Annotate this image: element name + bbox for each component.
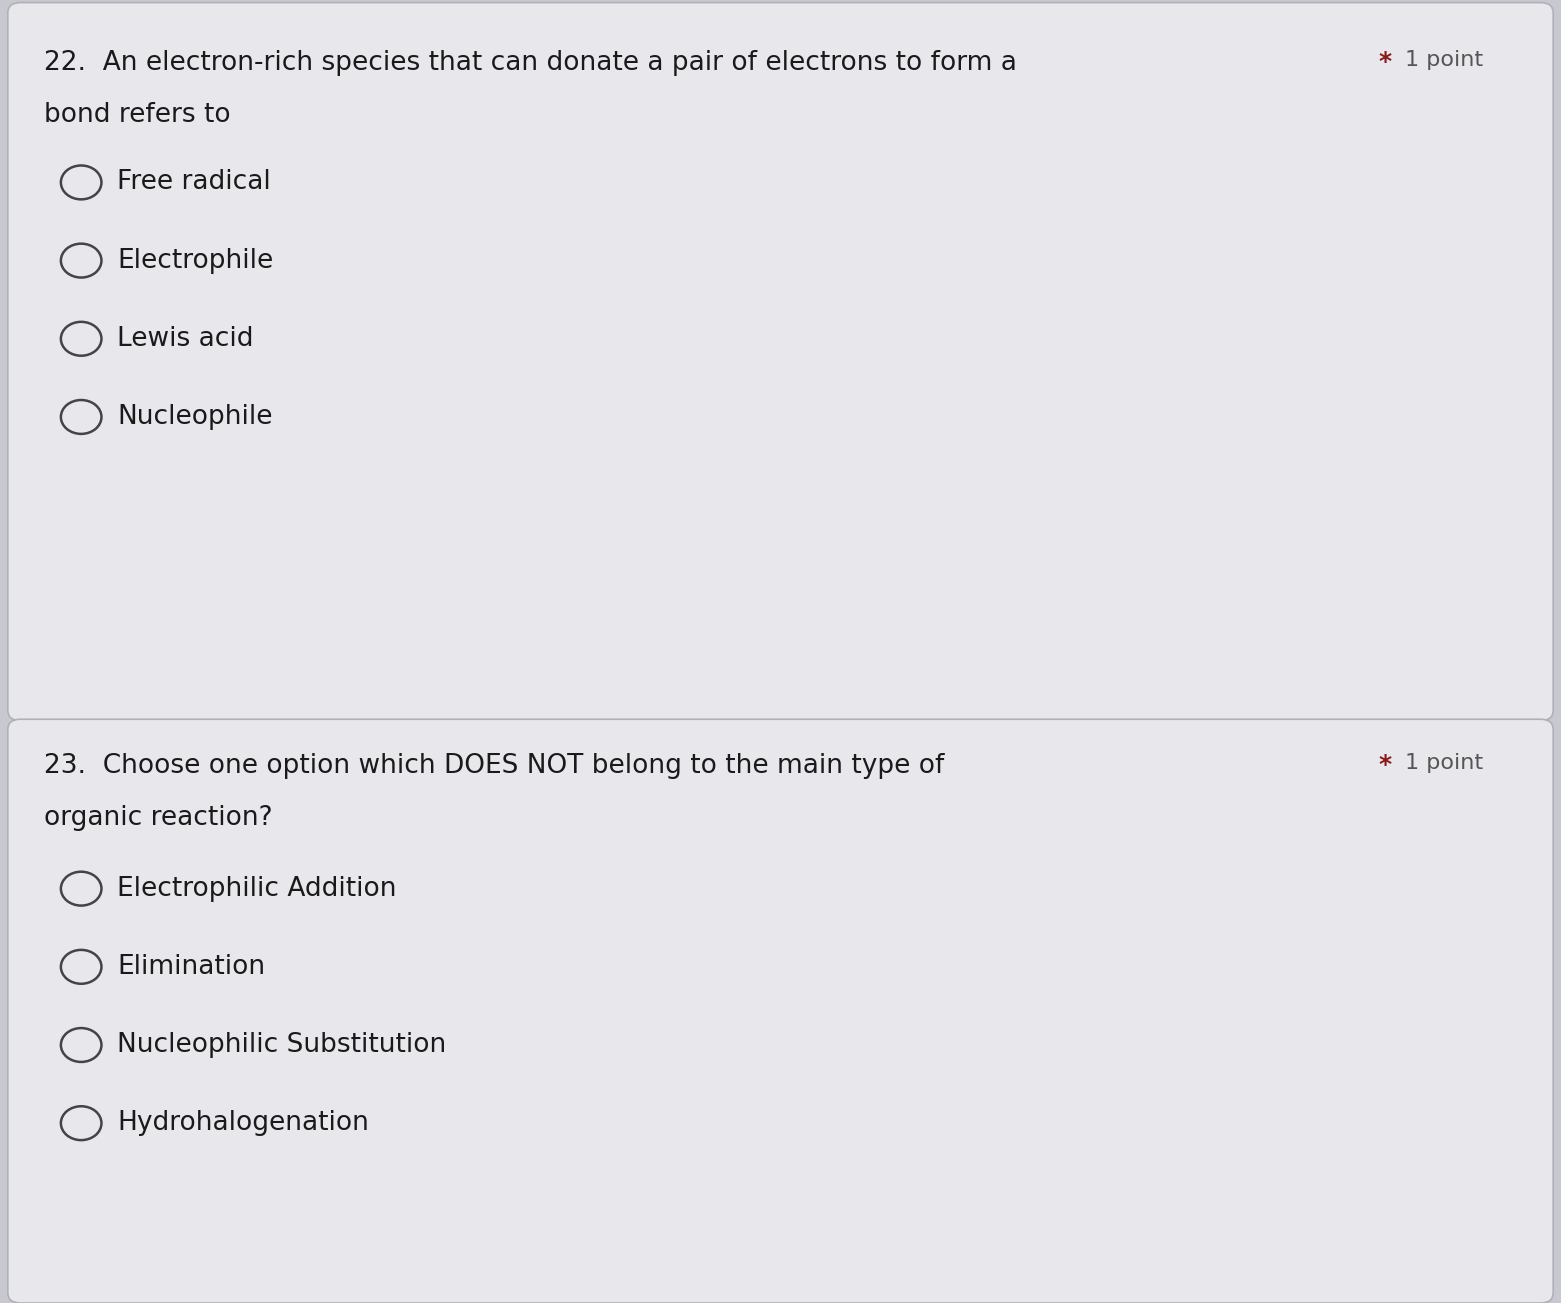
FancyBboxPatch shape	[8, 3, 1553, 721]
Text: 1 point: 1 point	[1405, 50, 1483, 69]
Text: Electrophilic Addition: Electrophilic Addition	[117, 876, 396, 902]
Text: *: *	[1378, 753, 1391, 777]
Text: 1 point: 1 point	[1405, 753, 1483, 773]
Text: organic reaction?: organic reaction?	[44, 805, 272, 831]
Text: Free radical: Free radical	[117, 169, 270, 195]
Text: Electrophile: Electrophile	[117, 248, 273, 274]
Text: Hydrohalogenation: Hydrohalogenation	[117, 1110, 368, 1136]
Text: Nucleophilic Substitution: Nucleophilic Substitution	[117, 1032, 446, 1058]
Text: Nucleophile: Nucleophile	[117, 404, 273, 430]
Text: Elimination: Elimination	[117, 954, 265, 980]
Text: bond refers to: bond refers to	[44, 102, 231, 128]
Text: Lewis acid: Lewis acid	[117, 326, 253, 352]
FancyBboxPatch shape	[8, 719, 1553, 1303]
Text: *: *	[1378, 50, 1391, 73]
Text: 23.  Choose one option which DOES NOT belong to the main type of: 23. Choose one option which DOES NOT bel…	[44, 753, 944, 779]
Text: 22.  An electron-rich species that can donate a pair of electrons to form a: 22. An electron-rich species that can do…	[44, 50, 1016, 76]
